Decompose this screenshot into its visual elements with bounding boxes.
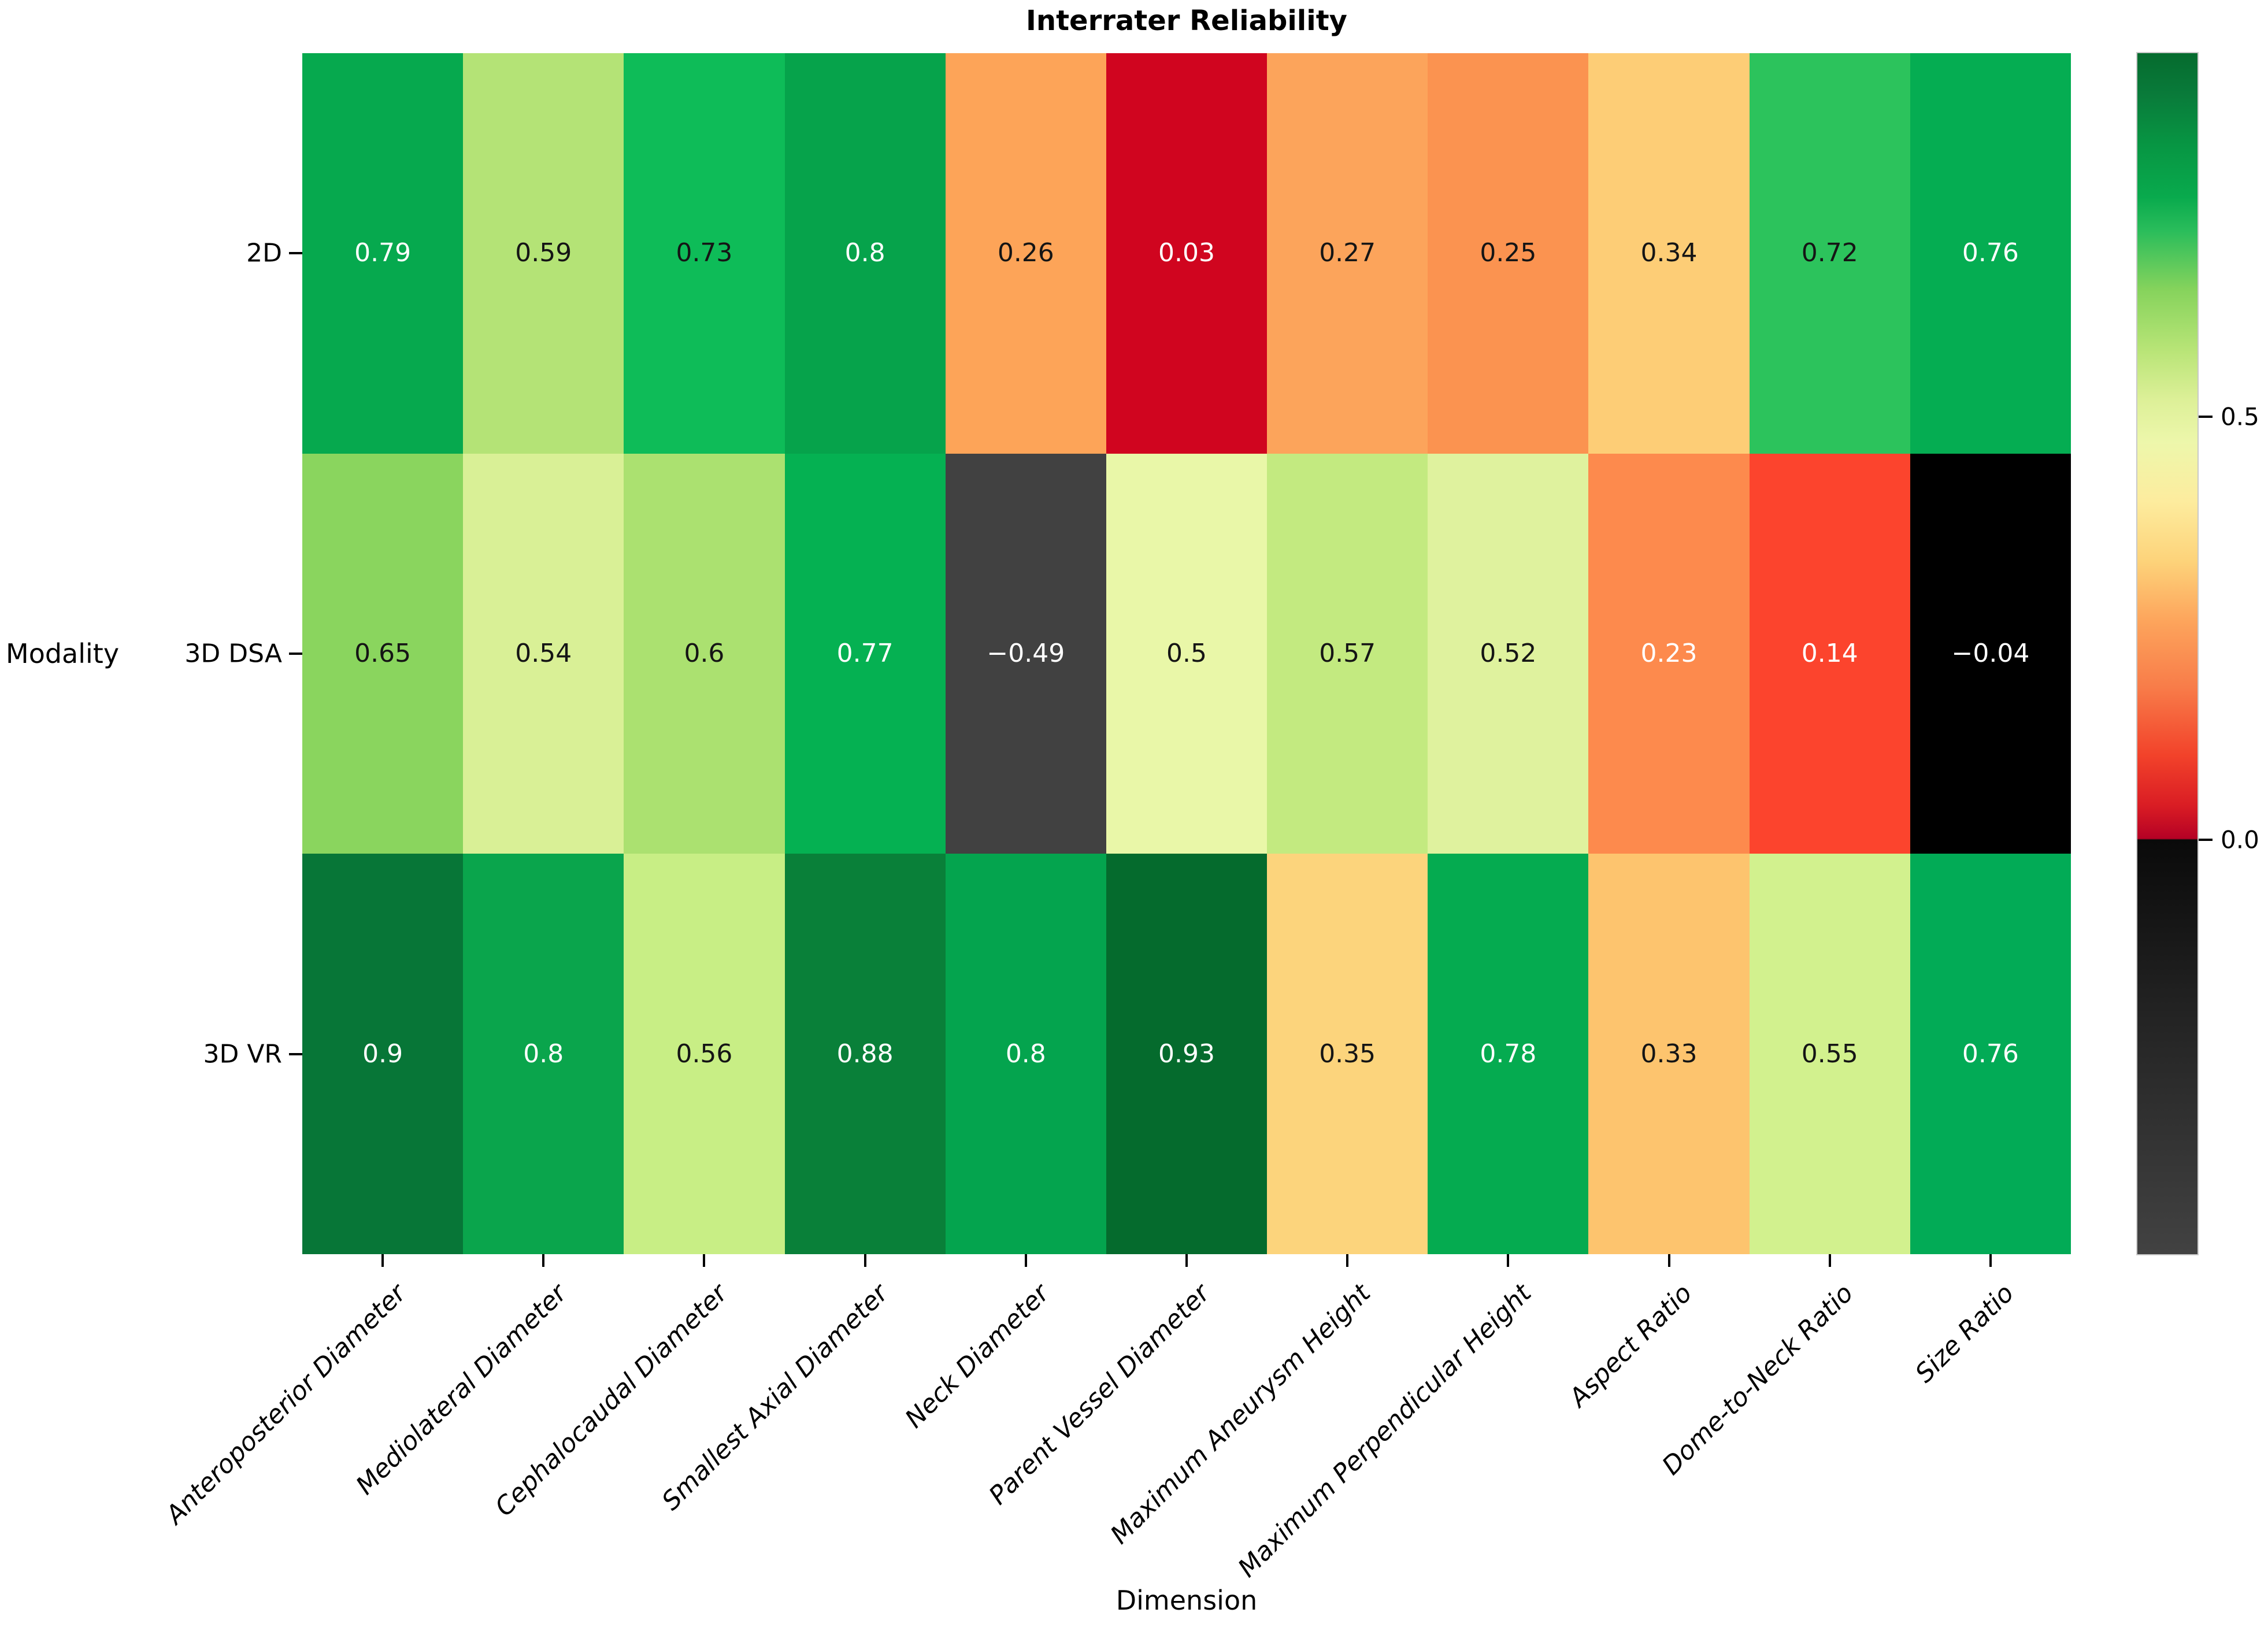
x-tick-mark [1507, 1254, 1510, 1267]
colorbar-tick-mark [2199, 416, 2213, 418]
heatmap-cell: 0.79 [302, 53, 464, 454]
heatmap-cell: 0.34 [1588, 53, 1750, 454]
heatmap-cell: 0.6 [624, 453, 785, 854]
heatmap-cell: 0.8 [784, 53, 946, 454]
heatmap-cell: 0.93 [1106, 854, 1268, 1254]
cell-value: 0.25 [1480, 238, 1537, 268]
heatmap-cell: 0.56 [624, 854, 785, 1254]
cell-value: 0.8 [1005, 1039, 1046, 1069]
cell-value: 0.9 [362, 1039, 403, 1069]
cell-value: 0.56 [676, 1039, 733, 1069]
cell-value: 0.55 [1801, 1039, 1858, 1069]
x-axis-title: Dimension [1116, 1585, 1258, 1616]
y-tick-label: 3D VR [203, 1039, 282, 1069]
cell-value: 0.03 [1158, 238, 1215, 268]
y-tick-label: 3D DSA [184, 639, 282, 669]
cell-value: 0.35 [1319, 1039, 1376, 1069]
heatmap-grid: 0.79 0.59 0.73 0.8 0.26 0.03 0.27 0.25 0.34 0.72 0… [302, 53, 2071, 1254]
x-tick-mark [1024, 1254, 1027, 1267]
cell-value: 0.72 [1801, 238, 1858, 268]
heatmap-cell: 0.27 [1267, 53, 1428, 454]
heatmap-cell: 0.54 [463, 453, 624, 854]
x-tick-mark [1989, 1254, 1992, 1267]
cell-value: 0.26 [997, 238, 1054, 268]
x-tick-mark [703, 1254, 706, 1267]
y-tick-mark [289, 252, 302, 254]
heatmap-cell: 0.73 [624, 53, 785, 454]
cell-value: 0.78 [1480, 1039, 1537, 1069]
heatmap-cell: −0.49 [945, 453, 1106, 854]
heatmap-cell: 0.5 [1106, 453, 1268, 854]
heatmap-cell: 0.03 [1106, 53, 1268, 454]
heatmap-cell: 0.88 [784, 854, 946, 1254]
heatmap-cell: 0.14 [1749, 453, 1910, 854]
heatmap-cell: 0.8 [463, 854, 624, 1254]
heatmap-cell: 0.55 [1749, 854, 1910, 1254]
x-tick-mark [1185, 1254, 1188, 1267]
cell-value: 0.59 [515, 238, 572, 268]
colorbar-tick-mark [2199, 838, 2213, 841]
heatmap-cell: 0.76 [1910, 53, 2071, 454]
cell-value: 0.93 [1158, 1039, 1215, 1069]
cell-value: 0.52 [1480, 638, 1537, 668]
cell-value: −0.49 [987, 638, 1065, 668]
x-tick-label: Neck Diameter [899, 1278, 1055, 1434]
x-tick-mark [542, 1254, 545, 1267]
cell-value: −0.04 [1951, 638, 2030, 668]
heatmap-cell: 0.57 [1267, 453, 1428, 854]
y-axis-title: Modality [6, 638, 120, 669]
cell-value: 0.65 [354, 638, 412, 668]
cell-value: 0.34 [1640, 238, 1698, 268]
x-tick-label: Aspect Ratio [1563, 1278, 1698, 1413]
heatmap-cell: 0.35 [1267, 854, 1428, 1254]
x-tick-mark [381, 1254, 384, 1267]
heatmap-cell: 0.65 [302, 453, 464, 854]
cell-value: 0.77 [836, 638, 894, 668]
heatmap-cell: 0.33 [1588, 854, 1750, 1254]
cell-value: 0.27 [1319, 238, 1376, 268]
cell-value: 0.5 [1166, 638, 1207, 668]
cell-value: 0.33 [1640, 1039, 1698, 1069]
heatmap-cell: 0.78 [1428, 854, 1589, 1254]
cell-value: 0.57 [1319, 638, 1376, 668]
heatmap-cell: −0.04 [1910, 453, 2071, 854]
heatmap-cell: 0.9 [302, 854, 464, 1254]
cell-value: 0.8 [523, 1039, 564, 1069]
x-tick-mark [1346, 1254, 1349, 1267]
heatmap-cell: 0.77 [784, 453, 946, 854]
heatmap-cell: 0.59 [463, 53, 624, 454]
cell-value: 0.79 [354, 238, 412, 268]
cell-value: 0.54 [515, 638, 572, 668]
heatmap-cell: 0.76 [1910, 854, 2071, 1254]
colorbar-tick-label: 0.0 [2221, 825, 2259, 854]
cell-value: 0.76 [1962, 1039, 2019, 1069]
x-tick-mark [1828, 1254, 1831, 1267]
heatmap-cell: 0.72 [1749, 53, 1910, 454]
x-tick-mark [1667, 1254, 1670, 1267]
x-tick-mark [864, 1254, 866, 1267]
x-tick-label: Size Ratio [1909, 1278, 2019, 1389]
cell-value: 0.73 [676, 238, 733, 268]
colorbar [2136, 52, 2199, 1255]
heatmap-cell: 0.52 [1428, 453, 1589, 854]
cell-value: 0.14 [1801, 638, 1858, 668]
y-tick-mark [289, 1053, 302, 1055]
heatmap-cell: 0.25 [1428, 53, 1589, 454]
x-tick-label: Maximum Aneurysm Height [1105, 1278, 1377, 1550]
x-tick-label: Maximum Perpendicular Height [1232, 1278, 1537, 1584]
cell-value: 0.6 [684, 638, 725, 668]
heatmap-cell: 0.23 [1588, 453, 1750, 854]
cell-value: 0.88 [836, 1039, 894, 1069]
heatmap-cell: 0.26 [945, 53, 1106, 454]
colorbar-tick-label: 0.5 [2221, 402, 2259, 431]
cell-value: 0.8 [844, 238, 885, 268]
cell-value: 0.76 [1962, 238, 2019, 268]
cell-value: 0.23 [1640, 638, 1698, 668]
y-tick-label: 2D [246, 238, 282, 268]
heatmap-cell: 0.8 [945, 854, 1106, 1254]
y-tick-mark [289, 653, 302, 655]
chart-title: Interrater Reliability [1026, 5, 1347, 37]
